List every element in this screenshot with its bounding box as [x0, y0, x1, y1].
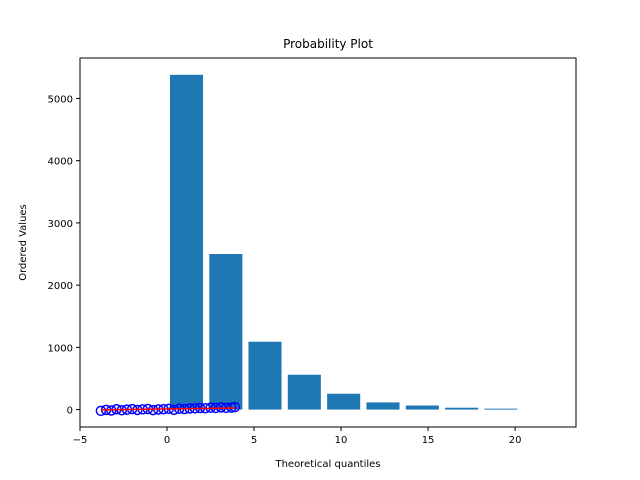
- y-axis-ticks: 0 1000 2000 3000 4000 5000: [48, 94, 80, 417]
- y-tick-label-4: 4000: [48, 157, 73, 168]
- scatter-point-10: [147, 404, 159, 416]
- chart-title: Probability Plot: [283, 37, 373, 51]
- x-tick-label-1: 0: [164, 435, 170, 446]
- axes-frame: [79, 57, 577, 428]
- bars-layer: [169, 74, 518, 410]
- x-axis-ticks: −5 0 5 10 15 20: [73, 427, 522, 446]
- fit-line: [100, 407, 235, 411]
- y-tick-label-0: 0: [67, 406, 73, 417]
- bar-1: [209, 254, 243, 410]
- x-tick-label-3: 10: [335, 435, 348, 446]
- y-tick-label-5: 5000: [48, 94, 73, 105]
- y-tick-label-2: 2000: [48, 281, 73, 292]
- bar-5: [366, 402, 400, 410]
- bar-0: [169, 74, 204, 410]
- bar-6: [405, 405, 439, 410]
- bar-8: [484, 408, 518, 410]
- y-tick-label-3: 3000: [48, 219, 73, 230]
- x-tick-label-5: 20: [509, 435, 522, 446]
- y-tick-label-1: 1000: [48, 343, 73, 354]
- scatter-point-0: [95, 405, 107, 417]
- scatter-point-23: [215, 402, 227, 413]
- scatter-point-26: [229, 401, 241, 413]
- bar-7: [445, 407, 479, 410]
- bar-4: [327, 393, 361, 410]
- x-tick-label-4: 15: [422, 435, 435, 446]
- x-tick-label-0: −5: [73, 435, 88, 446]
- x-axis-label: Theoretical quantiles: [274, 459, 380, 470]
- x-tick-label-2: 5: [251, 435, 257, 446]
- bar-2: [248, 341, 282, 410]
- y-axis-label: Ordered Values: [18, 204, 29, 281]
- bar-3: [287, 374, 321, 410]
- scatter-point-14: [168, 404, 180, 416]
- fit-line-layer: [100, 407, 235, 411]
